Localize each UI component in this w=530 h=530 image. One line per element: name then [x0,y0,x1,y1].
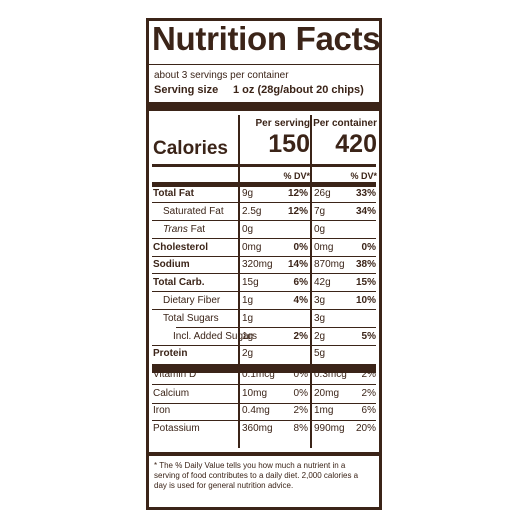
column-divider-left [238,115,240,448]
nutrient-amount-serving: 1g [242,295,254,306]
serving-size-label: Serving size [154,84,219,96]
nutrient-name-italic: Trans [163,224,188,235]
nutrient-amount-container: 0g [314,224,326,235]
nutrient-name: Cholesterol [153,242,209,253]
column-divider-right [310,115,312,448]
nutrient-row-divider [152,256,376,257]
vitamin-name: Calcium [153,388,190,399]
vitamin-dv-container: 6% [361,405,376,416]
nutrient-dv-serving: 6% [293,277,308,288]
calories-underline [152,164,376,167]
nutrient-amount-serving: 9g [242,188,254,199]
nutrient-dv-serving: 4% [293,295,308,306]
nutrient-amount-serving: 0mg [242,242,262,253]
vitamin-dv-container: 20% [355,423,376,434]
vitamin-amount-serving: 10mg [242,388,268,399]
nutrient-row-divider [152,238,376,239]
serving-size-value: 1 oz (28g/about 20 chips) [233,84,364,96]
nutrient-amount-container: 42g [314,277,331,288]
nutrient-row-divider [152,202,376,203]
nutrient-dv-container: 15% [355,277,376,288]
vitamin-amount-serving: 0.1mcg [242,369,275,380]
thick-rule-nutrients [152,182,376,187]
title-rule [149,64,379,65]
nutrient-amount-container: 0mg [314,242,334,253]
nutrient-dv-container: 5% [361,331,376,342]
nutrient-dv-serving: 12% [287,188,308,199]
vitamin-dv-container: 2% [361,388,376,399]
nutrient-amount-container: 870mg [314,259,345,270]
vitamin-row-divider [152,420,376,421]
nutrient-name: Saturated Fat [163,206,224,217]
thick-rule-footnote [149,452,379,456]
nutrient-name: Total Carb. [153,277,205,288]
vitamin-name: Potassium [153,423,200,434]
nutrient-dv-container: 34% [355,206,376,217]
calories-per-serving: 150 [268,130,310,158]
vitamin-name: Vitamin D [153,369,197,380]
nutrient-dv-container: 0% [361,242,376,253]
nutrient-amount-container: 2g [314,331,326,342]
vitamin-row-divider [152,403,376,404]
vitamin-amount-serving: 0.4mg [242,405,270,416]
vitamin-dv-serving: 2% [293,405,308,416]
nutrient-name: Total Fat [153,188,194,199]
vitamin-dv-container: 2% [361,369,376,380]
nutrient-name: Dietary Fiber [163,295,221,306]
nutrient-name: Trans Fat [163,224,205,236]
nutrient-amount-serving: 1g [242,313,254,324]
nutrient-amount-container: 26g [314,188,331,199]
nutrient-amount-serving: 15g [242,277,259,288]
nutrient-row-divider [176,327,376,328]
vitamin-amount-container: 20mg [314,388,340,399]
nutrient-name: Total Sugars [163,313,219,324]
per-serving-header: Per serving [255,118,310,129]
nutrient-dv-container: 38% [355,259,376,270]
nutrient-amount-container: 7g [314,206,326,217]
thick-rule-top [149,102,379,111]
nutrient-row-divider [152,345,376,346]
nutrient-name: Protein [153,348,188,359]
nutrient-amount-serving: 320mg [242,259,273,270]
nutrient-dv-container: 10% [355,295,376,306]
calories-per-container: 420 [335,130,377,158]
dv-header-container: % DV* [350,171,377,181]
nutrient-dv-serving: 0% [293,242,308,253]
nutrient-name: Incl. Added Sugars [173,331,257,342]
vitamin-amount-container: 1mg [314,405,334,416]
vitamin-amount-serving: 360mg [242,423,273,434]
nutrient-row-divider [152,291,376,292]
nutrient-row-divider [152,220,376,221]
nutrient-amount-serving: 1g [242,331,254,342]
daily-value-footnote: * The % Daily Value tells you how much a… [154,461,359,490]
vitamin-dv-serving: 0% [293,369,308,380]
vitamin-dv-serving: 8% [293,423,308,434]
per-container-header: Per container [313,118,377,129]
nutrient-row-divider [152,273,376,274]
nutrient-row-divider [152,309,376,310]
nutrition-facts-panel: Nutrition Facts about 3 servings per con… [146,18,382,510]
nutrient-dv-container: 33% [355,188,376,199]
nutrient-amount-serving: 0g [242,224,254,235]
vitamin-amount-container: 990mg [314,423,345,434]
nutrient-amount-serving: 2.5g [242,206,262,217]
dv-header-serving: % DV* [283,171,310,181]
nutrient-name-rest: Fat [187,224,206,235]
nutrient-dv-serving: 14% [287,259,308,270]
nutrient-dv-serving: 2% [293,331,308,342]
vitamin-amount-container: 0.3mcg [314,369,347,380]
nutrient-dv-serving: 12% [287,206,308,217]
vitamin-dv-serving: 0% [293,388,308,399]
calories-label: Calories [153,138,228,159]
nutrient-amount-container: 3g [314,313,326,324]
vitamin-name: Iron [153,405,171,416]
servings-per-container: about 3 servings per container [154,70,289,81]
nutrient-amount-serving: 2g [242,348,254,359]
nutrient-amount-container: 3g [314,295,326,306]
nutrient-name: Sodium [153,259,190,270]
thick-rule-vitamins [152,364,376,373]
vitamin-row-divider [152,384,376,385]
nutrient-amount-container: 5g [314,348,326,359]
label-title: Nutrition Facts [152,20,381,57]
